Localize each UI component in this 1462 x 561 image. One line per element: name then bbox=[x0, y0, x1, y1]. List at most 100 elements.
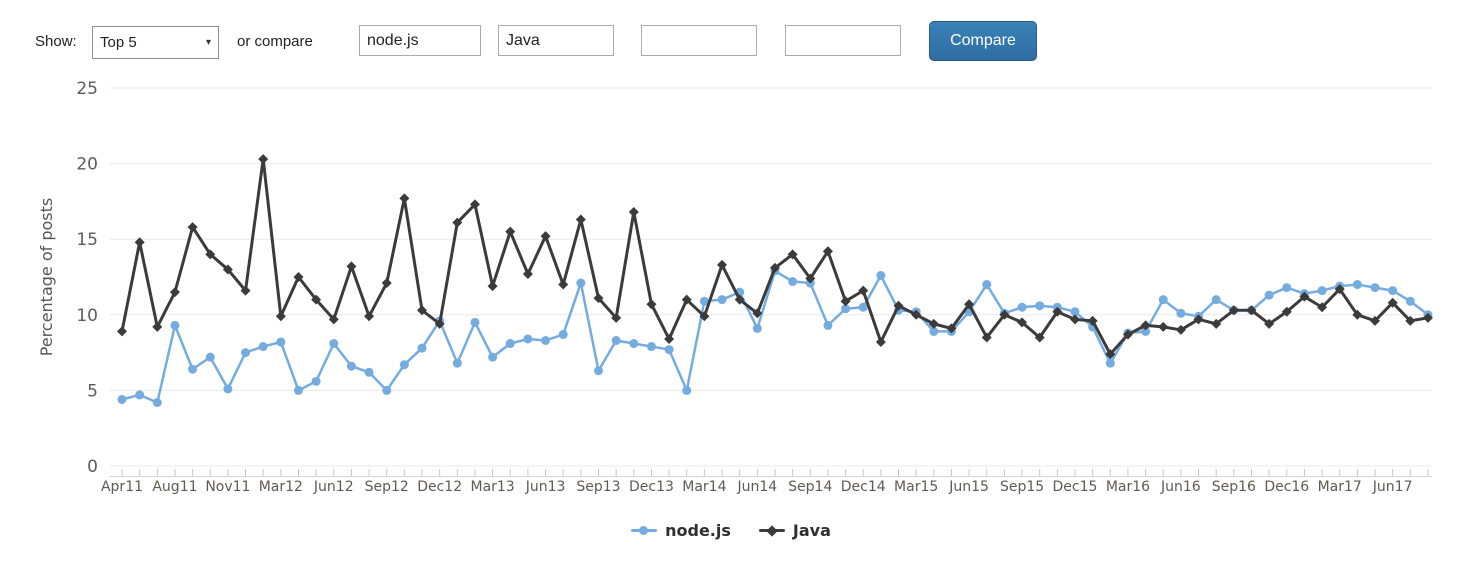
y-tick-label: 15 bbox=[76, 230, 98, 250]
x-tick-label: Dec12 bbox=[417, 479, 462, 495]
data-point bbox=[452, 358, 462, 368]
data-point bbox=[205, 249, 216, 260]
x-tick-label: Dec15 bbox=[1053, 479, 1098, 495]
data-point bbox=[1370, 283, 1380, 293]
data-point bbox=[1141, 326, 1151, 336]
compare-input-3[interactable] bbox=[641, 25, 757, 56]
data-point bbox=[699, 296, 709, 306]
data-point bbox=[222, 264, 233, 275]
data-point bbox=[1264, 318, 1275, 329]
x-tick-label: Mar13 bbox=[470, 479, 514, 495]
legend-item-nodejs: node.js bbox=[631, 521, 731, 540]
data-point bbox=[1388, 286, 1398, 296]
data-point bbox=[346, 261, 357, 272]
y-tick-label: 5 bbox=[87, 381, 98, 401]
data-point bbox=[1122, 329, 1133, 340]
data-point bbox=[505, 339, 515, 349]
compare-button[interactable]: Compare bbox=[929, 21, 1037, 61]
compare-input-1[interactable] bbox=[359, 25, 481, 56]
data-point bbox=[417, 343, 427, 353]
data-point bbox=[576, 278, 586, 288]
data-point bbox=[1281, 306, 1292, 317]
data-point bbox=[1069, 314, 1080, 325]
data-point bbox=[1052, 306, 1063, 317]
x-tick-label: Dec16 bbox=[1264, 479, 1309, 495]
data-point bbox=[276, 337, 286, 347]
java-series-marker-icon bbox=[758, 524, 785, 537]
data-point bbox=[135, 390, 145, 400]
data-point bbox=[452, 217, 463, 228]
data-point bbox=[769, 262, 780, 273]
or-compare-label: or compare bbox=[237, 33, 313, 50]
data-point bbox=[823, 320, 833, 330]
data-point bbox=[1035, 301, 1045, 311]
x-tick-label: Jun17 bbox=[1372, 479, 1413, 495]
data-point bbox=[1017, 317, 1028, 328]
data-point bbox=[241, 348, 251, 358]
data-point bbox=[469, 199, 480, 210]
compare-input-4[interactable] bbox=[785, 25, 901, 56]
x-tick-label: Jun15 bbox=[948, 479, 989, 495]
x-tick-label: Mar12 bbox=[259, 479, 303, 495]
data-point bbox=[1405, 296, 1415, 306]
data-point bbox=[629, 339, 639, 349]
data-point bbox=[381, 278, 392, 289]
data-point bbox=[382, 385, 392, 395]
data-point bbox=[240, 285, 251, 296]
data-point bbox=[646, 299, 657, 310]
x-tick-label: Dec14 bbox=[841, 479, 886, 495]
data-point bbox=[699, 311, 710, 322]
data-point bbox=[1370, 315, 1381, 326]
x-tick-label: Dec13 bbox=[629, 479, 674, 495]
data-point bbox=[1176, 308, 1186, 318]
data-point bbox=[1158, 321, 1169, 332]
x-tick-label: Mar15 bbox=[894, 479, 938, 495]
data-point bbox=[717, 259, 728, 270]
data-point bbox=[434, 318, 445, 329]
data-point bbox=[999, 309, 1010, 320]
data-point bbox=[1087, 315, 1098, 326]
data-point bbox=[788, 277, 798, 287]
x-tick-label: Jun16 bbox=[1160, 479, 1201, 495]
data-point bbox=[1175, 324, 1186, 335]
data-point bbox=[1387, 297, 1398, 308]
show-select[interactable]: Top 5 ▾ bbox=[92, 26, 219, 59]
data-point bbox=[664, 333, 675, 344]
data-point bbox=[328, 314, 339, 325]
data-point bbox=[311, 294, 322, 305]
legend-item-java: Java bbox=[758, 521, 831, 540]
x-tick-label: Mar16 bbox=[1106, 479, 1150, 495]
series-node.js bbox=[117, 266, 1433, 407]
data-point bbox=[628, 206, 639, 217]
x-tick-label: Sep16 bbox=[1212, 479, 1256, 495]
data-point bbox=[1299, 291, 1310, 302]
data-point bbox=[487, 281, 498, 292]
tag-trends-line-chart: 0 5 10 15 20 25 Apr11 Aug11 Nov11 Mar12 Jun12 Sep12… bbox=[37, 79, 1433, 495]
data-point bbox=[417, 305, 428, 316]
x-tick-labels: Apr11 Aug11 Nov11 Mar12 Jun12 Sep12 Dec12 Mar13… bbox=[101, 479, 1413, 495]
y-tick-label: 0 bbox=[87, 457, 98, 477]
data-point bbox=[1070, 307, 1080, 317]
data-point bbox=[858, 285, 869, 296]
data-point bbox=[593, 293, 604, 304]
data-point bbox=[311, 376, 321, 386]
nodejs-series-marker-icon bbox=[631, 526, 658, 536]
data-point bbox=[488, 352, 498, 362]
y-tick-label: 25 bbox=[76, 79, 98, 99]
data-point bbox=[1228, 305, 1239, 316]
data-point bbox=[893, 300, 904, 311]
data-point bbox=[558, 279, 569, 290]
data-point bbox=[875, 337, 886, 348]
legend-label-nodejs: node.js bbox=[665, 521, 731, 540]
data-point bbox=[399, 193, 410, 204]
x-tick-label: Jun13 bbox=[525, 479, 566, 495]
data-point bbox=[929, 326, 939, 336]
data-point bbox=[1282, 283, 1292, 293]
data-point bbox=[681, 294, 692, 305]
data-point bbox=[399, 360, 409, 370]
x-tick-label: Apr11 bbox=[101, 479, 143, 495]
x-tick-label: Nov11 bbox=[205, 479, 250, 495]
data-point bbox=[1352, 309, 1363, 320]
compare-input-2[interactable] bbox=[498, 25, 614, 56]
